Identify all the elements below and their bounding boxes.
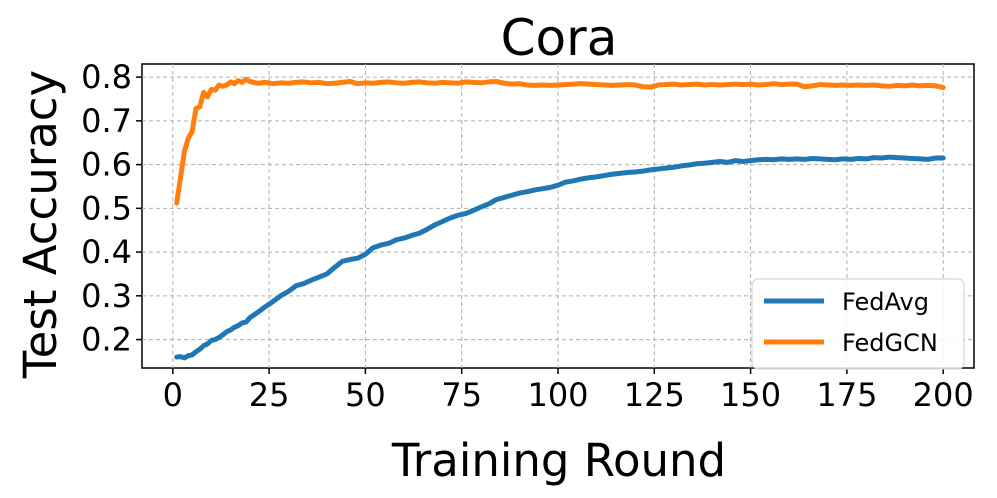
y-tick-label: 0.2 bbox=[81, 321, 132, 359]
legend: FedAvg FedGCN bbox=[751, 278, 965, 370]
x-tick-label: 25 bbox=[249, 376, 290, 414]
legend-label-fedavg: FedAvg bbox=[842, 288, 929, 316]
x-tick-label: 0 bbox=[163, 376, 183, 414]
y-tick-label: 0.5 bbox=[81, 189, 132, 227]
x-tick-label: 75 bbox=[441, 376, 482, 414]
x-tick-label: 200 bbox=[913, 376, 974, 414]
y-tick-label: 0.6 bbox=[81, 146, 132, 184]
axis-ticks: 0 25 50 75 100 125 150 175 200 0.2 0.3 0.4 0.5 0.6 0.7… bbox=[81, 58, 974, 414]
y-tick-label: 0.8 bbox=[81, 58, 132, 96]
x-axis-title: Training Round bbox=[391, 434, 726, 487]
x-tick-label: 175 bbox=[816, 376, 877, 414]
chart-title: Cora bbox=[501, 9, 618, 67]
y-axis-title: Test Accuracy bbox=[14, 70, 67, 379]
series-layer bbox=[174, 76, 946, 361]
series-line-fedavg bbox=[174, 154, 946, 361]
x-tick-label: 125 bbox=[624, 376, 685, 414]
x-tick-label: 100 bbox=[527, 376, 588, 414]
legend-label-fedgcn: FedGCN bbox=[842, 329, 938, 357]
x-tick-label: 150 bbox=[720, 376, 781, 414]
y-tick-label: 0.7 bbox=[81, 102, 132, 140]
y-tick-label: 0.4 bbox=[81, 233, 132, 271]
y-tick-label: 0.3 bbox=[81, 277, 132, 315]
series-line-fedgcn bbox=[174, 76, 946, 206]
x-tick-label: 50 bbox=[345, 376, 386, 414]
